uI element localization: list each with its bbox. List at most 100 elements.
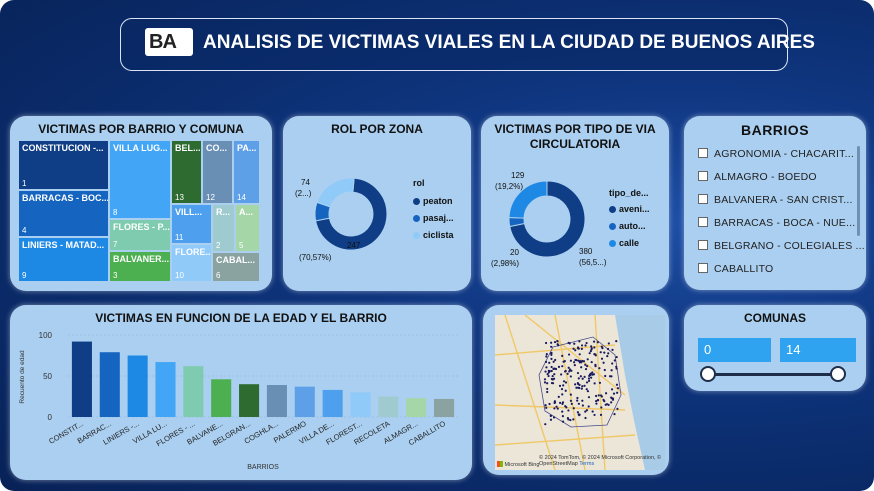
victim-point[interactable] xyxy=(593,346,596,349)
victim-point[interactable] xyxy=(550,369,553,373)
victim-point[interactable] xyxy=(576,399,579,402)
victim-point[interactable] xyxy=(602,361,605,364)
victim-point[interactable] xyxy=(589,372,592,375)
victim-point[interactable] xyxy=(584,410,587,413)
via-legend-item[interactable]: auto... xyxy=(609,221,646,231)
via-legend-item[interactable]: aveni... xyxy=(609,204,650,214)
victim-point[interactable] xyxy=(610,401,613,404)
victim-point[interactable] xyxy=(584,367,588,371)
victim-point[interactable] xyxy=(550,365,553,369)
victim-point[interactable] xyxy=(601,347,604,350)
victim-point[interactable] xyxy=(562,384,565,387)
victim-point[interactable] xyxy=(587,379,591,382)
victim-point[interactable] xyxy=(553,400,556,403)
victim-point[interactable] xyxy=(576,411,580,414)
victim-point[interactable] xyxy=(575,359,578,362)
map[interactable]: © 2024 TomTom, © 2024 Microsoft Corporat… xyxy=(495,315,665,470)
victim-point[interactable] xyxy=(569,418,572,422)
victim-point[interactable] xyxy=(603,351,606,354)
victim-point[interactable] xyxy=(558,384,562,387)
victim-point[interactable] xyxy=(578,361,581,364)
victim-point[interactable] xyxy=(589,350,592,353)
victim-point[interactable] xyxy=(603,368,606,372)
victim-point[interactable] xyxy=(573,342,576,345)
victim-point[interactable] xyxy=(587,396,591,399)
victim-point[interactable] xyxy=(550,345,553,348)
victim-point[interactable] xyxy=(613,359,616,362)
victim-point[interactable] xyxy=(568,342,571,345)
treemap-tile[interactable]: FLORE... 10 xyxy=(171,244,212,282)
treemap-tile[interactable]: CABAL... 6 xyxy=(212,252,260,282)
victim-point[interactable] xyxy=(590,345,593,348)
checkbox[interactable] xyxy=(698,217,708,227)
checkbox[interactable] xyxy=(698,194,708,204)
victim-point[interactable] xyxy=(599,351,602,354)
victim-point[interactable] xyxy=(591,371,594,374)
victim-point[interactable] xyxy=(553,340,557,344)
barrio-option[interactable]: BALVANERA - SAN CRIST... xyxy=(698,194,853,206)
victim-point[interactable] xyxy=(581,404,584,407)
victim-point[interactable] xyxy=(590,376,593,379)
victim-point[interactable] xyxy=(561,401,565,404)
victim-point[interactable] xyxy=(543,378,547,381)
victim-point[interactable] xyxy=(561,365,564,368)
victim-point[interactable] xyxy=(611,398,615,401)
victim-point[interactable] xyxy=(564,389,567,392)
victim-point[interactable] xyxy=(572,347,575,350)
victim-point[interactable] xyxy=(549,418,553,421)
bar[interactable] xyxy=(294,386,315,417)
victim-point[interactable] xyxy=(561,354,564,358)
victim-point[interactable] xyxy=(592,340,596,343)
victim-point[interactable] xyxy=(576,371,580,375)
donut-slice[interactable] xyxy=(509,180,586,258)
victim-point[interactable] xyxy=(564,381,568,384)
bar[interactable] xyxy=(322,389,343,417)
victim-point[interactable] xyxy=(615,340,618,343)
victim-point[interactable] xyxy=(616,391,619,394)
victim-point[interactable] xyxy=(549,414,552,417)
donut-slice[interactable] xyxy=(315,177,388,251)
victim-point[interactable] xyxy=(579,375,582,378)
comuna-min-input[interactable]: 0 xyxy=(698,338,771,362)
victim-point[interactable] xyxy=(596,341,599,344)
victim-point[interactable] xyxy=(586,358,589,361)
victim-point[interactable] xyxy=(567,353,571,356)
treemap-tile[interactable]: BARRACAS - BOC... 4 xyxy=(18,190,109,237)
victim-point[interactable] xyxy=(548,361,551,364)
victim-point[interactable] xyxy=(556,340,559,343)
victim-point[interactable] xyxy=(615,365,618,368)
victim-point[interactable] xyxy=(545,353,548,356)
victim-point[interactable] xyxy=(576,396,579,400)
barrio-option[interactable]: BARRACAS - BOCA - NUE... xyxy=(698,217,855,229)
victim-point[interactable] xyxy=(598,367,601,370)
victim-point[interactable] xyxy=(580,344,584,347)
bar[interactable] xyxy=(71,341,92,417)
victim-point[interactable] xyxy=(546,387,549,391)
victim-point[interactable] xyxy=(570,402,573,405)
bar[interactable] xyxy=(211,379,232,417)
rol-donut-chart[interactable] xyxy=(283,116,471,291)
victim-point[interactable] xyxy=(580,347,583,351)
victim-point[interactable] xyxy=(567,366,570,369)
victim-point[interactable] xyxy=(591,373,594,376)
victim-point[interactable] xyxy=(577,386,580,389)
rol-legend-item[interactable]: pasaj... xyxy=(413,213,454,223)
victim-point[interactable] xyxy=(597,394,600,397)
victim-point[interactable] xyxy=(555,405,558,408)
victim-point[interactable] xyxy=(611,362,614,365)
victim-point[interactable] xyxy=(594,354,597,357)
victim-point[interactable] xyxy=(556,407,559,410)
victim-point[interactable] xyxy=(585,381,589,384)
victim-point[interactable] xyxy=(546,382,549,385)
bar[interactable] xyxy=(239,384,260,417)
victim-point[interactable] xyxy=(599,413,603,416)
treemap-tile[interactable]: R... 2 xyxy=(212,204,235,252)
victim-point[interactable] xyxy=(587,377,591,380)
range-slider-track[interactable] xyxy=(708,373,838,376)
victim-point[interactable] xyxy=(594,394,598,398)
victim-point[interactable] xyxy=(587,405,590,408)
victim-point[interactable] xyxy=(573,364,576,367)
barrio-option[interactable]: ALMAGRO - BOEDO xyxy=(698,171,817,183)
bar[interactable] xyxy=(406,398,427,417)
victim-point[interactable] xyxy=(562,360,565,363)
